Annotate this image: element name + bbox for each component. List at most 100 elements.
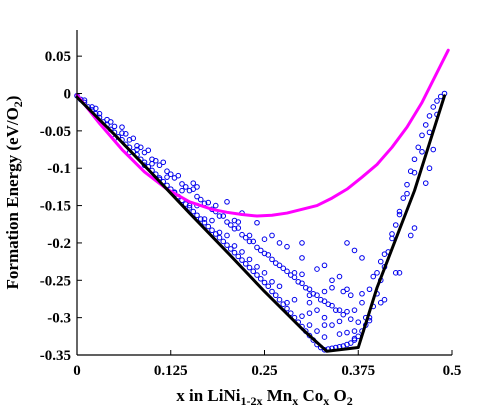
scatter-point	[257, 275, 264, 282]
scatter-point	[347, 340, 354, 346]
scatter-point	[306, 292, 313, 299]
scatter-point	[239, 231, 245, 238]
scatter-point	[216, 229, 223, 236]
scatter-point	[224, 242, 230, 248]
scatter-point	[426, 113, 433, 119]
scatter-point	[359, 290, 365, 297]
scatter-point	[306, 310, 313, 316]
scatter-point	[167, 171, 174, 177]
scatter-point	[269, 256, 275, 263]
scatter-point	[216, 213, 223, 219]
scatter-point	[96, 110, 103, 117]
scatter-point	[179, 187, 185, 194]
scatter-point	[340, 311, 347, 318]
scatter-point	[250, 238, 257, 245]
scatter-point	[422, 122, 429, 128]
scatter-point	[314, 266, 320, 272]
scatter-point	[411, 225, 418, 231]
scatter-point	[280, 265, 287, 272]
scatter-point	[276, 283, 283, 290]
scatter-point	[231, 249, 238, 256]
scatter-point	[246, 264, 253, 271]
y-tick-label: -0.05	[40, 124, 71, 140]
scatter-point	[430, 104, 437, 110]
scatter-point	[336, 331, 343, 337]
scatter-point	[291, 296, 298, 303]
scatter-point	[272, 260, 279, 266]
x-tick-label: 0	[73, 363, 81, 379]
scatter-point	[160, 159, 167, 166]
scatter-point	[377, 258, 384, 265]
scatter-point	[299, 271, 305, 278]
scatter-point	[182, 184, 189, 190]
x-tick-label: 0.375	[341, 363, 375, 379]
scatter-point	[269, 232, 275, 239]
scatter-point	[321, 322, 328, 328]
x-tick-label: 0.25	[251, 363, 277, 379]
scatter-point	[306, 299, 313, 306]
scatter-point	[197, 216, 204, 222]
scatter-point	[351, 307, 358, 313]
scatter-point	[396, 211, 403, 218]
y-tick-label: -0.25	[40, 273, 71, 289]
scatter-point	[284, 305, 290, 312]
scatter-point	[336, 307, 343, 313]
scatter-point	[340, 288, 347, 295]
scatter-point	[254, 219, 260, 226]
scatter-point	[377, 299, 384, 306]
scatter-point	[190, 180, 197, 186]
scatter-point	[261, 270, 268, 276]
scatter-point	[231, 225, 238, 232]
scatter-point	[359, 299, 365, 306]
y-tick-label: 0	[64, 87, 72, 103]
scatter-point	[374, 270, 380, 276]
scatter-point	[261, 279, 268, 286]
scatter-point	[325, 301, 332, 308]
scatter-point	[92, 105, 99, 112]
scatter-point	[224, 232, 230, 239]
scatter-point	[235, 219, 242, 225]
y-tick-label: 0.05	[45, 49, 71, 65]
scatter-point	[419, 132, 425, 139]
scatter-point	[254, 272, 260, 278]
scatter-point	[336, 273, 343, 280]
scatter-point	[422, 180, 429, 186]
magenta-series-line	[75, 48, 450, 218]
x-axis-title: x in LiNi1-2x Mnx Cox O2	[176, 386, 353, 408]
scatter-point	[299, 255, 305, 261]
scatter-point	[317, 296, 324, 303]
scatter-point	[145, 147, 152, 154]
scatter-point	[355, 319, 362, 325]
scatter-point	[381, 296, 388, 303]
scatter-point	[344, 308, 350, 315]
plot-area	[74, 48, 450, 353]
scatter-point	[302, 284, 309, 291]
scatter-point	[235, 225, 242, 231]
scatter-point	[389, 231, 395, 237]
scatter-point	[205, 199, 212, 206]
scatter-point	[411, 156, 418, 163]
scatter-point	[344, 329, 350, 336]
scatter-point	[321, 262, 328, 269]
scatter-point	[392, 270, 399, 276]
scatter-point	[265, 283, 272, 290]
scatter-point	[130, 135, 137, 142]
scatter-point	[205, 223, 212, 230]
x-tick-label: 0.5	[443, 363, 462, 379]
scatter-point	[216, 234, 223, 241]
scatter-point	[246, 256, 253, 263]
scatter-point	[197, 196, 204, 203]
scatter-point	[284, 299, 290, 306]
scatter-point	[329, 322, 335, 328]
scatter-point	[119, 124, 125, 130]
scatter-point	[411, 169, 418, 176]
scatter-point	[404, 181, 410, 188]
scatter-point	[430, 146, 437, 153]
scatter-point	[284, 268, 290, 275]
scatter-point	[299, 240, 305, 246]
scatter-point	[332, 307, 339, 313]
scatter-point	[239, 257, 245, 263]
x-tick-label: 0.125	[154, 363, 188, 379]
scatter-point	[392, 222, 399, 228]
